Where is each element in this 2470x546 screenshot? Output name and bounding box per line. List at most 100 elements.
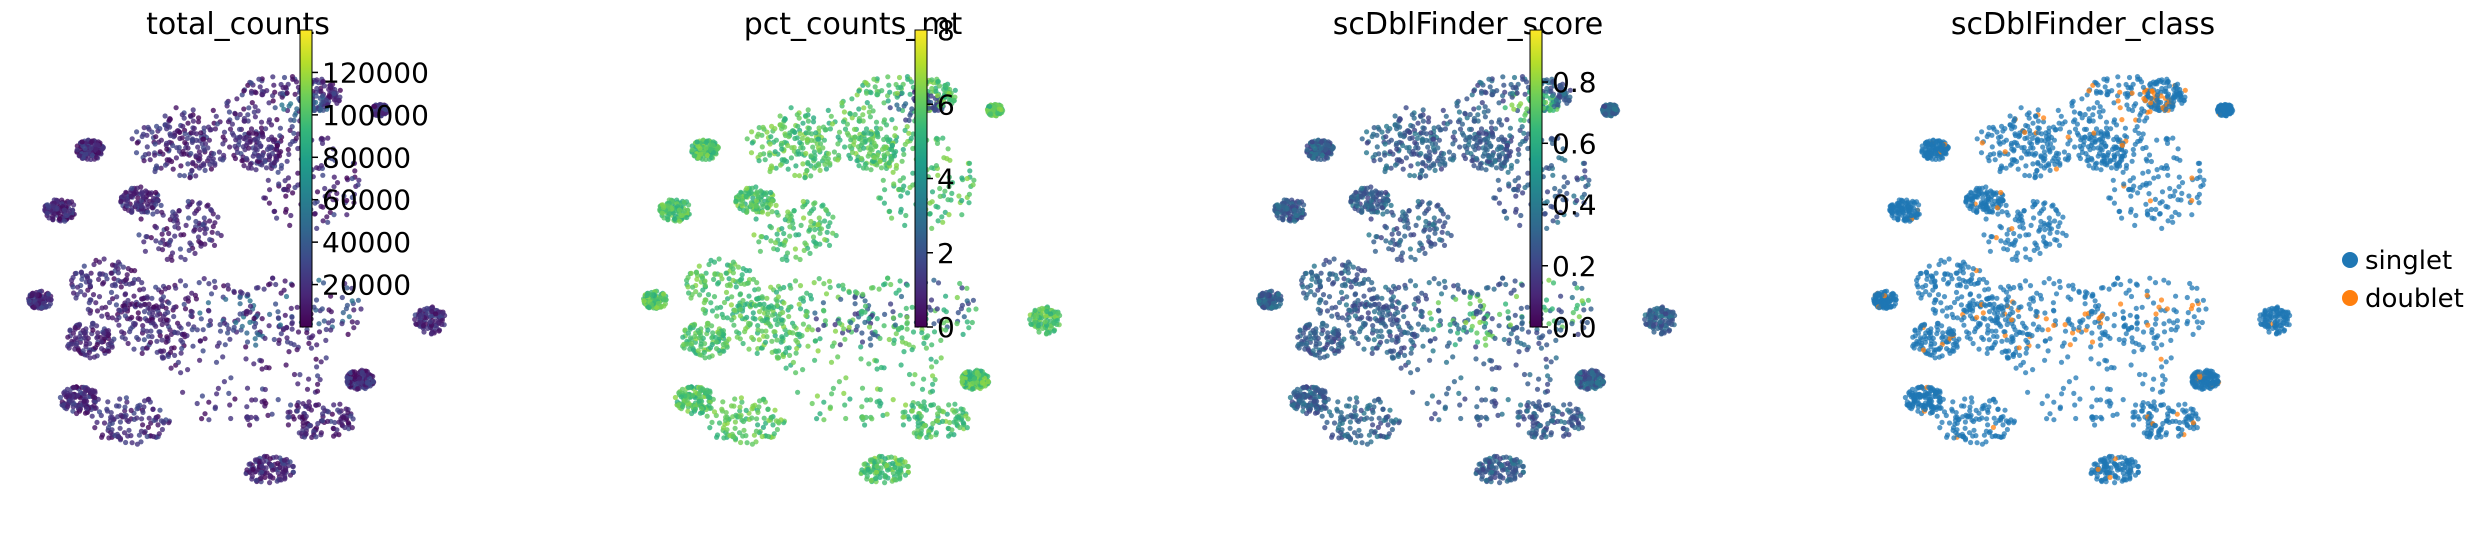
cell-point xyxy=(285,422,291,428)
cell-point xyxy=(361,372,367,378)
cell-point xyxy=(289,282,295,288)
cell-point xyxy=(140,286,147,292)
cell-point xyxy=(189,168,195,174)
cell-point xyxy=(879,88,885,94)
cell-point xyxy=(314,189,321,195)
cell-point xyxy=(227,336,233,342)
cell-point xyxy=(171,345,177,351)
cell-point xyxy=(252,457,258,463)
cell-point xyxy=(929,225,935,231)
cell-point xyxy=(805,159,811,166)
cell-point xyxy=(210,107,216,113)
cell-point xyxy=(173,285,179,291)
cell-point xyxy=(283,193,289,199)
cell-point xyxy=(262,386,268,393)
cell-point xyxy=(190,343,196,349)
cell-point xyxy=(874,316,880,322)
cell-point xyxy=(872,84,878,90)
cell-point xyxy=(192,250,198,256)
cell-point xyxy=(773,137,779,143)
cell-point xyxy=(101,330,107,337)
cell-point xyxy=(106,299,113,306)
cell-point xyxy=(182,306,189,312)
cell-point xyxy=(716,256,722,262)
cell-point xyxy=(754,189,760,195)
cell-point xyxy=(176,208,182,214)
cell-point xyxy=(739,201,745,207)
cell-point xyxy=(135,315,141,321)
cell-point xyxy=(672,394,678,401)
cell-point xyxy=(114,294,120,300)
cell-point xyxy=(142,248,148,254)
cell-point xyxy=(737,306,743,312)
cell-point xyxy=(310,333,316,339)
cell-point xyxy=(336,419,342,425)
cell-point xyxy=(788,155,794,161)
cell-point xyxy=(929,364,935,370)
cell-point xyxy=(241,163,247,169)
cell-point xyxy=(856,88,862,94)
cell-point xyxy=(743,407,749,413)
cell-point xyxy=(892,322,898,328)
cell-point xyxy=(797,131,803,137)
cell-point xyxy=(248,126,255,132)
cell-point xyxy=(87,297,93,303)
cell-point xyxy=(714,434,720,440)
cell-point xyxy=(793,350,799,356)
cell-point xyxy=(186,215,192,221)
cell-point xyxy=(314,342,320,348)
cell-point xyxy=(274,215,280,221)
cell-point xyxy=(671,216,678,222)
cell-point xyxy=(117,307,123,313)
cell-point xyxy=(715,281,721,287)
cell-point xyxy=(267,480,273,486)
cell-point xyxy=(287,472,294,478)
cell-point xyxy=(868,167,874,173)
cell-point xyxy=(190,118,196,124)
cell-point xyxy=(95,142,101,148)
cell-point xyxy=(736,430,743,436)
cell-point xyxy=(769,312,776,318)
cell-point xyxy=(74,147,80,153)
cell-point xyxy=(708,300,714,306)
cell-point xyxy=(211,278,218,284)
cell-point xyxy=(129,209,135,215)
cell-point xyxy=(737,404,743,410)
cell-point xyxy=(887,89,893,95)
cell-point xyxy=(249,90,255,96)
cell-point xyxy=(72,335,79,341)
cell-point xyxy=(155,422,161,428)
cell-point xyxy=(120,264,126,270)
cell-point xyxy=(868,146,874,152)
cell-point xyxy=(297,372,303,378)
cell-point xyxy=(105,399,111,405)
cell-point xyxy=(325,219,331,225)
cell-point xyxy=(842,144,848,150)
cell-point xyxy=(313,356,319,362)
cell-point xyxy=(686,385,692,391)
cell-point xyxy=(904,320,910,326)
cell-point xyxy=(197,227,203,233)
cell-point xyxy=(781,117,787,123)
cell-point xyxy=(129,314,135,320)
cell-point xyxy=(418,313,425,319)
cell-point xyxy=(794,345,800,352)
cell-point xyxy=(329,318,335,324)
cell-point xyxy=(141,158,147,164)
cell-point xyxy=(259,92,265,98)
cell-point xyxy=(306,376,312,382)
cell-point xyxy=(707,345,714,351)
cell-point xyxy=(842,126,849,132)
cell-point xyxy=(800,367,806,373)
cell-point xyxy=(82,145,88,152)
cell-point xyxy=(966,160,973,166)
cell-point xyxy=(265,177,271,183)
colorbar-tick-label: 20000 xyxy=(322,269,411,302)
cell-point xyxy=(156,304,162,311)
cell-point xyxy=(281,186,287,192)
cell-point xyxy=(871,76,877,82)
cell-point xyxy=(81,263,87,269)
cell-point xyxy=(805,343,811,349)
cell-point xyxy=(935,136,941,142)
cell-point xyxy=(791,323,797,329)
